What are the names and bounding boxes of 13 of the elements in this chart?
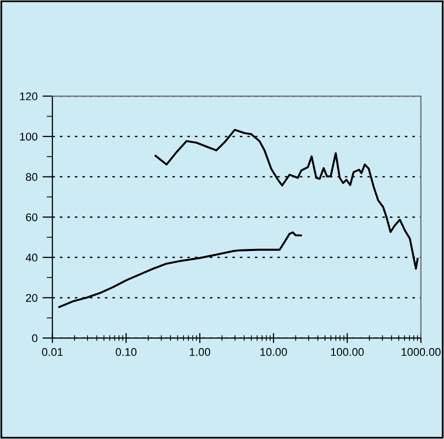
x-tick-label: 1.00 xyxy=(190,348,210,356)
x-tick-label: 1000.00 xyxy=(402,348,441,356)
y-tick-label: 100 xyxy=(20,132,38,141)
x-tick-label: 10.00 xyxy=(260,348,287,356)
y-tick-label: 40 xyxy=(26,254,38,262)
x-tick-label: 0.10 xyxy=(116,348,136,356)
y-tick-label: 20 xyxy=(26,294,38,302)
y-tick-label: 120 xyxy=(20,92,38,100)
y-tick-label: 0 xyxy=(32,334,38,342)
x-tick-label: 0.01 xyxy=(42,348,63,356)
y-tick-label: 80 xyxy=(26,173,38,181)
y-tick-label: 60 xyxy=(26,213,38,222)
x-tick-label: 100.00 xyxy=(331,348,364,356)
